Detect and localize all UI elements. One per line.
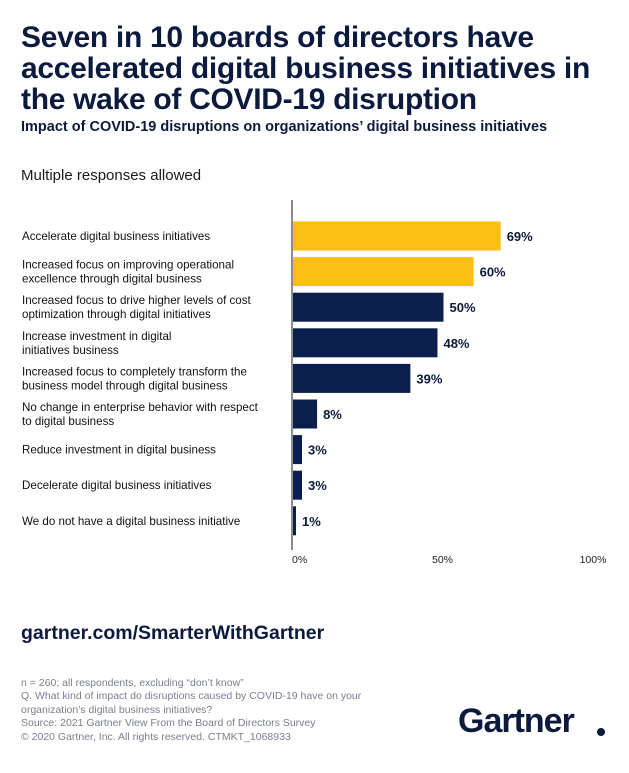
bar: [293, 399, 318, 429]
category-label: Reduce investment in digital business: [22, 444, 216, 457]
bar: [293, 292, 444, 322]
footnote-question-1: Q. What kind of impact do disruptions ca…: [21, 690, 362, 703]
category-label: Increased focus to drive higher levels o…: [22, 294, 252, 321]
value-label: 39%: [416, 371, 442, 386]
footnote-sample: n = 260; all respondents, excluding “don…: [21, 677, 244, 689]
responses-note: Multiple responses allowed: [21, 167, 202, 184]
value-label: 69%: [507, 229, 533, 244]
category-label: Decelerate digital business initiatives: [22, 479, 212, 492]
category-label: No change in enterprise behavior with re…: [22, 401, 259, 428]
footnotes: n = 260; all respondents, excluding “don…: [21, 677, 441, 744]
value-label: 1%: [302, 514, 321, 529]
bar: [293, 470, 303, 500]
bar: [293, 257, 474, 287]
chart-title: Seven in 10 boards of directors have acc…: [21, 21, 590, 116]
category-label: Increased focus on improving operational…: [22, 259, 234, 286]
footnote-question-2: organization’s digital business initiati…: [21, 703, 213, 716]
value-label: 48%: [443, 336, 469, 351]
chart-subtitle: Impact of COVID-19 disruptions on organi…: [21, 119, 548, 135]
value-label: 50%: [450, 300, 476, 315]
bar: [293, 328, 438, 358]
x-tick-label: 0%: [292, 554, 307, 566]
bar-chart: Accelerate digital business initiatives 6…: [22, 200, 607, 566]
value-label: 8%: [323, 407, 342, 422]
bar: [293, 435, 303, 465]
bar: [293, 506, 297, 536]
category-label: We do not have a digital business initia…: [22, 515, 240, 528]
bar: [293, 363, 411, 393]
footnote-copyright: © 2020 Gartner, Inc. All rights reserved…: [21, 730, 291, 743]
logo-dot: [597, 728, 605, 736]
value-label: 3%: [308, 443, 327, 458]
x-tick-label: 50%: [432, 554, 453, 566]
bar: [293, 221, 501, 251]
value-label: 60%: [480, 265, 506, 280]
category-label: Increase investment in digital initiative…: [22, 330, 172, 357]
footnote-source: Source: 2021 Gartner View From the Board…: [21, 717, 316, 730]
category-label: Accelerate digital business initiatives: [22, 230, 210, 243]
x-tick-label: 100%: [580, 554, 607, 566]
source-url[interactable]: gartner.com/SmarterWithGartner: [21, 622, 325, 644]
gartner-logo: Gartner: [458, 702, 575, 740]
value-label: 3%: [308, 478, 327, 493]
category-label: Increased focus to completely transform …: [22, 365, 247, 392]
